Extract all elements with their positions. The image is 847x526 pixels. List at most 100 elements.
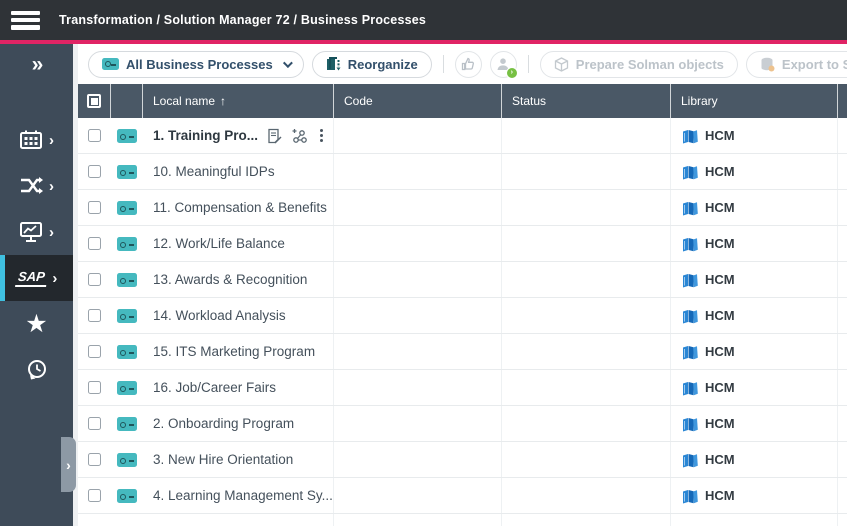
shuffle-icon — [19, 176, 43, 196]
menu-icon[interactable] — [11, 10, 40, 30]
code-cell — [334, 298, 502, 333]
user-status-badge: › — [505, 66, 518, 79]
table-row[interactable]: 3. New Hire Orientation HCM — [78, 442, 847, 478]
row-checkbox[interactable] — [88, 381, 101, 394]
column-header-status[interactable]: Status — [502, 84, 671, 118]
table-header: Local name ↑ Code Status Library — [78, 84, 847, 118]
library-cell: HCM — [671, 478, 838, 513]
status-cell — [502, 226, 671, 261]
toolbar-separator — [527, 55, 529, 73]
column-header-local-name[interactable]: Local name ↑ — [143, 84, 334, 118]
sidebar-item-history[interactable] — [0, 347, 73, 393]
sidebar-item-monitoring[interactable]: › — [0, 209, 73, 255]
table-row[interactable]: 2. Onboarding Program HCM — [78, 406, 847, 442]
table-row[interactable]: 10. Meaningful IDPs HCM — [78, 154, 847, 190]
chevron-right-icon: › — [49, 224, 54, 241]
row-name[interactable]: 3. New Hire Orientation — [153, 452, 294, 467]
sidebar-item-process-flows[interactable]: › — [0, 163, 73, 209]
add-diagram-icon[interactable] — [291, 128, 308, 144]
library-cell: HCM — [671, 298, 838, 333]
status-cell — [502, 478, 671, 513]
library-book-icon — [681, 452, 698, 468]
table-row[interactable]: 15. ITS Marketing Program HCM — [78, 334, 847, 370]
status-cell — [502, 334, 671, 369]
row-name[interactable]: 14. Workload Analysis — [153, 308, 286, 323]
prepare-solman-button[interactable]: Prepare Solman objects — [539, 50, 738, 78]
reorganize-button[interactable]: Reorganize — [311, 50, 432, 78]
column-header-library[interactable]: Library — [671, 84, 838, 118]
row-checkbox[interactable] — [88, 417, 101, 430]
process-icon — [117, 488, 137, 503]
row-actions — [266, 128, 333, 144]
status-cell — [502, 154, 671, 189]
row-name[interactable]: 4. Learning Management Sy... — [153, 488, 333, 503]
sidebar-expand-button[interactable]: » — [31, 53, 44, 76]
row-checkbox[interactable] — [88, 273, 101, 286]
table-row[interactable]: 11. Compensation & Benefits HCM — [78, 190, 847, 226]
row-checkbox[interactable] — [88, 345, 101, 358]
library-book-icon — [681, 128, 698, 144]
row-name[interactable]: 1. Training Pro... — [153, 128, 259, 143]
edit-document-icon[interactable] — [266, 128, 282, 144]
process-icon — [117, 128, 137, 143]
table-row[interactable]: 16. Job/Career Fairs HCM — [78, 370, 847, 406]
export-solman-button[interactable]: Export to Solman — [745, 50, 847, 78]
star-icon: ★ — [25, 309, 48, 338]
row-checkbox[interactable] — [88, 489, 101, 502]
panel-expander-handle[interactable]: › — [61, 437, 76, 492]
table-row[interactable]: 14. Workload Analysis HCM — [78, 298, 847, 334]
view-selector-button[interactable]: All Business Processes — [88, 50, 304, 78]
thumbs-up-icon — [461, 57, 475, 71]
row-name[interactable]: 10. Meaningful IDPs — [153, 164, 275, 179]
row-checkbox[interactable] — [88, 453, 101, 466]
status-cell — [502, 370, 671, 405]
table-row-partial — [78, 514, 847, 526]
reorganize-label: Reorganize — [347, 56, 418, 72]
row-checkbox[interactable] — [88, 201, 101, 214]
chevron-right-icon: › — [52, 270, 58, 287]
toolbar: All Business Processes Reorganize › — [78, 44, 847, 84]
library-name: HCM — [705, 272, 735, 287]
row-name[interactable]: 2. Onboarding Program — [153, 416, 295, 431]
library-name: HCM — [705, 380, 735, 395]
row-checkbox[interactable] — [88, 129, 101, 142]
row-name[interactable]: 15. ITS Marketing Program — [153, 344, 316, 359]
sidebar-item-sap[interactable]: SAP › — [0, 255, 73, 301]
sidebar-item-calendar[interactable]: › — [0, 117, 73, 163]
approve-button[interactable] — [454, 50, 482, 78]
table-row[interactable]: 4. Learning Management Sy... HCM — [78, 478, 847, 514]
table-row[interactable]: 1. Training Pro... HCM — [78, 118, 847, 154]
library-name: HCM — [705, 416, 735, 431]
status-cell — [502, 442, 671, 477]
column-header-extra — [838, 84, 847, 118]
column-header-code[interactable]: Code — [334, 84, 502, 118]
select-all-checkbox[interactable] — [87, 94, 101, 108]
library-cell: HCM — [671, 406, 838, 441]
library-name: HCM — [705, 452, 735, 467]
code-cell — [334, 226, 502, 261]
accent-line — [0, 40, 847, 44]
prepare-solman-label: Prepare Solman objects — [575, 56, 724, 72]
row-checkbox[interactable] — [88, 165, 101, 178]
row-checkbox[interactable] — [88, 237, 101, 250]
table-row[interactable]: 12. Work/Life Balance HCM — [78, 226, 847, 262]
library-book-icon — [681, 164, 698, 180]
row-name[interactable]: 16. Job/Career Fairs — [153, 380, 277, 395]
monitor-chart-icon — [19, 221, 43, 243]
table-row[interactable]: 13. Awards & Recognition HCM — [78, 262, 847, 298]
code-cell — [334, 442, 502, 477]
code-cell — [334, 262, 502, 297]
library-name: HCM — [705, 200, 735, 215]
library-cell: HCM — [671, 118, 838, 153]
row-name[interactable]: 13. Awards & Recognition — [153, 272, 308, 287]
code-cell — [334, 154, 502, 189]
status-cell — [502, 190, 671, 225]
more-actions-icon[interactable] — [317, 128, 326, 143]
calendar-icon — [19, 129, 43, 151]
row-name[interactable]: 11. Compensation & Benefits — [153, 200, 327, 215]
sidebar-item-favorites[interactable]: ★ — [0, 301, 73, 347]
process-icon — [117, 236, 137, 251]
row-checkbox[interactable] — [88, 309, 101, 322]
assign-user-button[interactable]: › — [489, 50, 518, 79]
row-name[interactable]: 12. Work/Life Balance — [153, 236, 285, 251]
